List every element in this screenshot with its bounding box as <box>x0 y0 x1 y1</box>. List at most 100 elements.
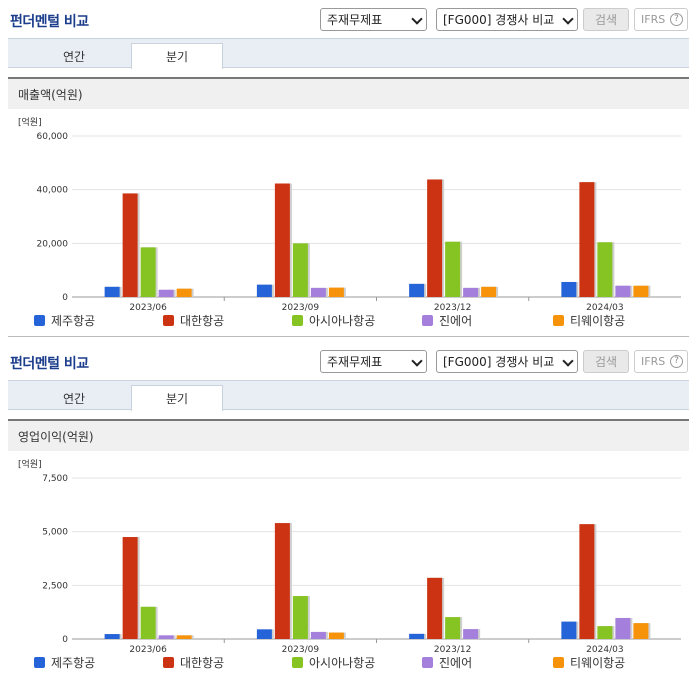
legend-label: 아시아나항공 <box>309 314 375 328</box>
chart-svg: [억원] 60,000 40,000 20,000 0 2023/06 2023/09 202… <box>18 116 681 328</box>
y-tick-label: 20,000 <box>37 239 69 249</box>
legend-label: 대한항공 <box>180 656 224 670</box>
search-button[interactable]: 검색 <box>583 8 629 31</box>
bar <box>481 286 497 297</box>
x-tick-label: 2023/12 <box>434 645 471 655</box>
bar <box>561 621 577 639</box>
tab-quarterly[interactable]: 분기 <box>131 43 223 69</box>
legend-swatch <box>553 315 564 326</box>
bar <box>310 631 326 639</box>
sales-chart: [억원] 60,000 40,000 20,000 0 2023/06 2023/09 202… <box>8 112 689 337</box>
legend-swatch <box>422 315 433 326</box>
bar <box>463 287 479 297</box>
x-tick-label: 2023/06 <box>129 303 167 313</box>
bar <box>274 523 290 639</box>
tab-annual[interactable]: 연간 <box>62 49 86 64</box>
bar <box>292 243 308 297</box>
bar <box>427 179 443 297</box>
period-tabs: 연간 분기 <box>8 380 689 411</box>
help-icon[interactable]: ? <box>670 355 683 368</box>
bar <box>427 577 443 639</box>
compare-select-value: [FG000] 경쟁사 비교 <box>443 13 555 27</box>
bar <box>561 281 577 297</box>
ifrs-button[interactable]: IFRS ? <box>634 350 688 373</box>
bar <box>409 633 425 639</box>
panel-title: 펀더멘털 비교 <box>10 356 89 372</box>
statement-select[interactable]: 주재무제표 <box>320 8 427 31</box>
bar <box>597 242 613 297</box>
chevron-down-icon <box>562 13 574 25</box>
bar <box>256 284 272 297</box>
y-tick-label: 2,500 <box>42 581 68 591</box>
legend-item: 제주항공 <box>34 656 95 670</box>
legend-label: 진에어 <box>439 656 472 670</box>
tab-quarterly[interactable]: 분기 <box>131 385 223 411</box>
help-icon[interactable]: ? <box>670 13 683 26</box>
divider <box>8 336 689 337</box>
bar <box>615 285 631 297</box>
y-tick-label: 0 <box>62 635 68 645</box>
bar <box>140 247 156 297</box>
legend-swatch <box>422 657 433 668</box>
x-tick-label: 2024/03 <box>586 303 623 313</box>
chevron-down-icon <box>411 13 423 25</box>
bar <box>158 635 174 639</box>
statement-select[interactable]: 주재무제표 <box>320 350 427 373</box>
unit-label: [억원] <box>18 116 42 128</box>
legend-item: 아시아나항공 <box>292 656 375 670</box>
y-tick-label: 5,000 <box>42 528 68 538</box>
legend-item: 진에어 <box>422 656 472 670</box>
ifrs-label: IFRS <box>641 13 666 26</box>
operating-profit-chart: [억원] 7,500 5,000 2,500 0 2023/06 2023/09 2023/1… <box>8 454 689 679</box>
legend-label: 티웨이항공 <box>570 314 625 328</box>
y-tick-label: 0 <box>62 293 68 303</box>
compare-select[interactable]: [FG000] 경쟁사 비교 <box>436 8 578 31</box>
bar <box>122 537 138 639</box>
x-tick-label: 2024/03 <box>586 645 623 655</box>
chart-svg: [억원]7,500 5,000 2,500 0 2023/06 2023/09 2023/1… <box>18 458 681 670</box>
legend-label: 제주항공 <box>51 656 95 670</box>
fundamental-panel-operating-profit: 펀더멘털 비교 주재무제표 [FG000] 경쟁사 비교 검색 IFRS ? 연… <box>0 342 696 684</box>
tab-annual[interactable]: 연간 <box>62 391 86 406</box>
legend-item: 티웨이항공 <box>553 656 625 670</box>
panel-header: 펀더멘털 비교 주재무제표 [FG000] 경쟁사 비교 검색 IFRS ? <box>0 0 696 38</box>
bar <box>104 286 120 297</box>
statement-select-value: 주재무제표 <box>327 355 383 369</box>
bar <box>328 287 344 297</box>
x-tick-label: 2023/06 <box>129 645 167 655</box>
bar <box>140 606 156 639</box>
legend-swatch <box>34 657 45 668</box>
bar <box>463 629 479 639</box>
y-tick-label: 7,500 <box>42 474 68 484</box>
x-tick-label: 2023/09 <box>282 645 320 655</box>
bar <box>158 289 174 297</box>
legend-item: 제주항공 <box>34 314 95 328</box>
compare-select-value: [FG000] 경쟁사 비교 <box>443 355 555 369</box>
legend-label: 대한항공 <box>180 314 224 328</box>
bar <box>597 626 613 639</box>
bar <box>176 635 192 639</box>
bar <box>615 617 631 639</box>
legend-item: 대한항공 <box>163 314 224 328</box>
compare-select[interactable]: [FG000] 경쟁사 비교 <box>436 350 578 373</box>
legend-item: 아시아나항공 <box>292 314 375 328</box>
search-button[interactable]: 검색 <box>583 350 629 373</box>
legend-item: 진에어 <box>422 314 472 328</box>
legend-label: 진에어 <box>439 314 472 328</box>
legend-label: 제주항공 <box>51 314 95 328</box>
legend-swatch <box>163 657 174 668</box>
bar <box>328 632 344 639</box>
legend-swatch <box>163 315 174 326</box>
bar <box>409 283 425 297</box>
bar <box>256 629 272 639</box>
legend-swatch <box>34 315 45 326</box>
bar <box>445 241 461 297</box>
fundamental-panel-sales: 펀더멘털 비교 주재무제표 [FG000] 경쟁사 비교 검색 IFRS ? 연… <box>0 0 696 337</box>
ifrs-button[interactable]: IFRS ? <box>634 8 688 31</box>
bar <box>292 596 308 639</box>
bar <box>122 193 138 297</box>
bar <box>579 182 595 297</box>
statement-select-value: 주재무제표 <box>327 13 383 27</box>
bar <box>633 285 649 297</box>
chevron-down-icon <box>411 355 423 367</box>
